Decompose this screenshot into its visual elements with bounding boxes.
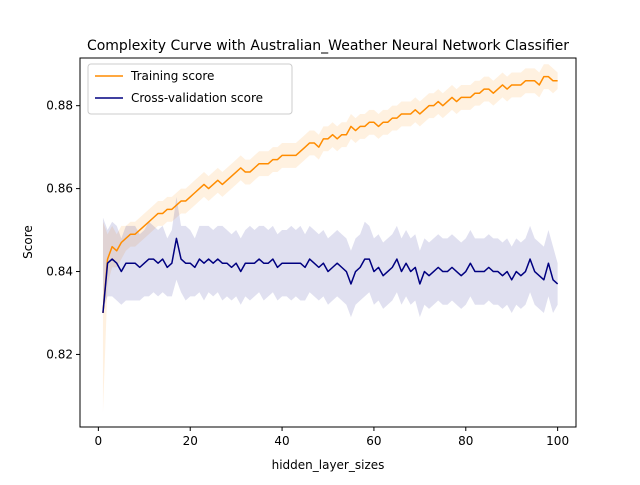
x-tick-label: 40 <box>274 434 289 448</box>
x-tick-label: 0 <box>95 434 103 448</box>
y-tick-label: 0.88 <box>46 99 73 113</box>
y-axis-ticks: 0.82 0.84 0.86 0.88 <box>46 99 80 361</box>
y-tick-label: 0.86 <box>46 182 73 196</box>
legend-label-cross-validation: Cross-validation score <box>131 91 263 105</box>
x-tick-label: 100 <box>546 434 569 448</box>
confidence-bands <box>102 64 558 413</box>
x-tick-label: 20 <box>183 434 198 448</box>
y-axis-label: Score <box>21 225 35 259</box>
legend-label-training: Training score <box>130 69 214 83</box>
legend: Training score Cross-validation score <box>87 63 293 115</box>
series-lines <box>102 75 559 314</box>
training-score-band <box>102 64 558 413</box>
x-tick-label: 80 <box>458 434 473 448</box>
cross-validation-score-line <box>102 237 559 314</box>
x-axis-ticks: 0 20 40 60 80 100 <box>95 427 569 448</box>
x-axis-label: hidden_layer_sizes <box>272 458 385 472</box>
chart-title: Complexity Curve with Australian_Weather… <box>87 38 569 54</box>
x-tick-label: 60 <box>366 434 381 448</box>
plot-frame <box>79 57 577 428</box>
cross-validation-score-band <box>102 196 558 318</box>
training-score-line <box>102 75 558 314</box>
legend-box <box>87 63 293 115</box>
y-tick-label: 0.82 <box>46 347 73 361</box>
y-tick-label: 0.84 <box>46 265 73 279</box>
